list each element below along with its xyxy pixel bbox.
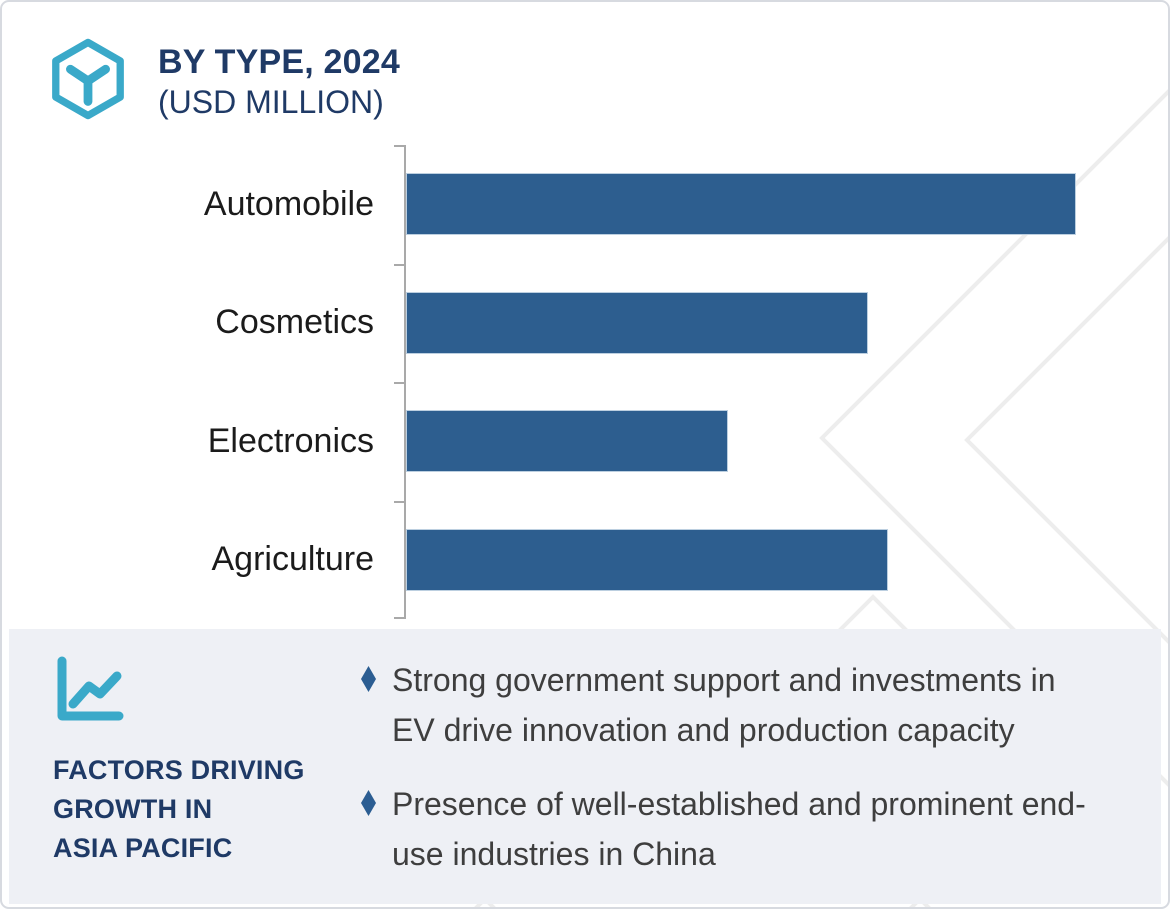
bar-row: Electronics [2,382,1168,500]
diamond-bullet-icon [361,666,376,692]
diamond-bullet-icon [361,790,376,816]
line-chart-icon [57,656,124,721]
axis-tick [394,501,405,503]
hexagon-logo-icon [52,38,124,120]
bar-chart: Automobile Cosmetics Electronics Agricul… [2,145,1168,619]
axis-tick [394,382,405,384]
bar-row: Automobile [2,145,1168,263]
category-label: Automobile [203,184,374,223]
factor-bullet-text: Presence of well-established and promine… [392,786,1086,872]
axis-tick [394,264,405,266]
category-label: Electronics [207,421,374,460]
bar [406,528,888,591]
factor-bullet-item: Strong government support and investment… [361,655,1087,755]
bar-row: Cosmetics [2,264,1168,382]
y-axis-line [404,145,406,619]
chart-subtitle: (USD MILLION) [158,84,384,120]
bar [406,291,868,354]
bar-row: Agriculture [2,501,1168,619]
bar [406,410,728,472]
factor-bullet-text: Strong government support and investment… [392,662,1056,748]
bar [406,173,1076,235]
factors-bullet-list: Strong government support and investment… [361,655,1087,903]
axis-tick [394,617,405,619]
chart-title: BY TYPE, 2024 [158,43,400,81]
category-label: Agriculture [211,540,374,578]
panel-caption: FACTORS DRIVING GROWTH IN ASIA PACIFIC [53,751,305,868]
panel-caption-line-2: GROWTH IN [53,794,213,824]
panel-caption-line-1: FACTORS DRIVING [53,755,305,785]
axis-tick [394,145,405,147]
factors-panel: FACTORS DRIVING GROWTH IN ASIA PACIFIC S… [9,629,1161,904]
category-label: Cosmetics [215,303,374,341]
panel-caption-line-3: ASIA PACIFIC [53,833,233,863]
factor-bullet-item: Presence of well-established and promine… [361,779,1087,879]
